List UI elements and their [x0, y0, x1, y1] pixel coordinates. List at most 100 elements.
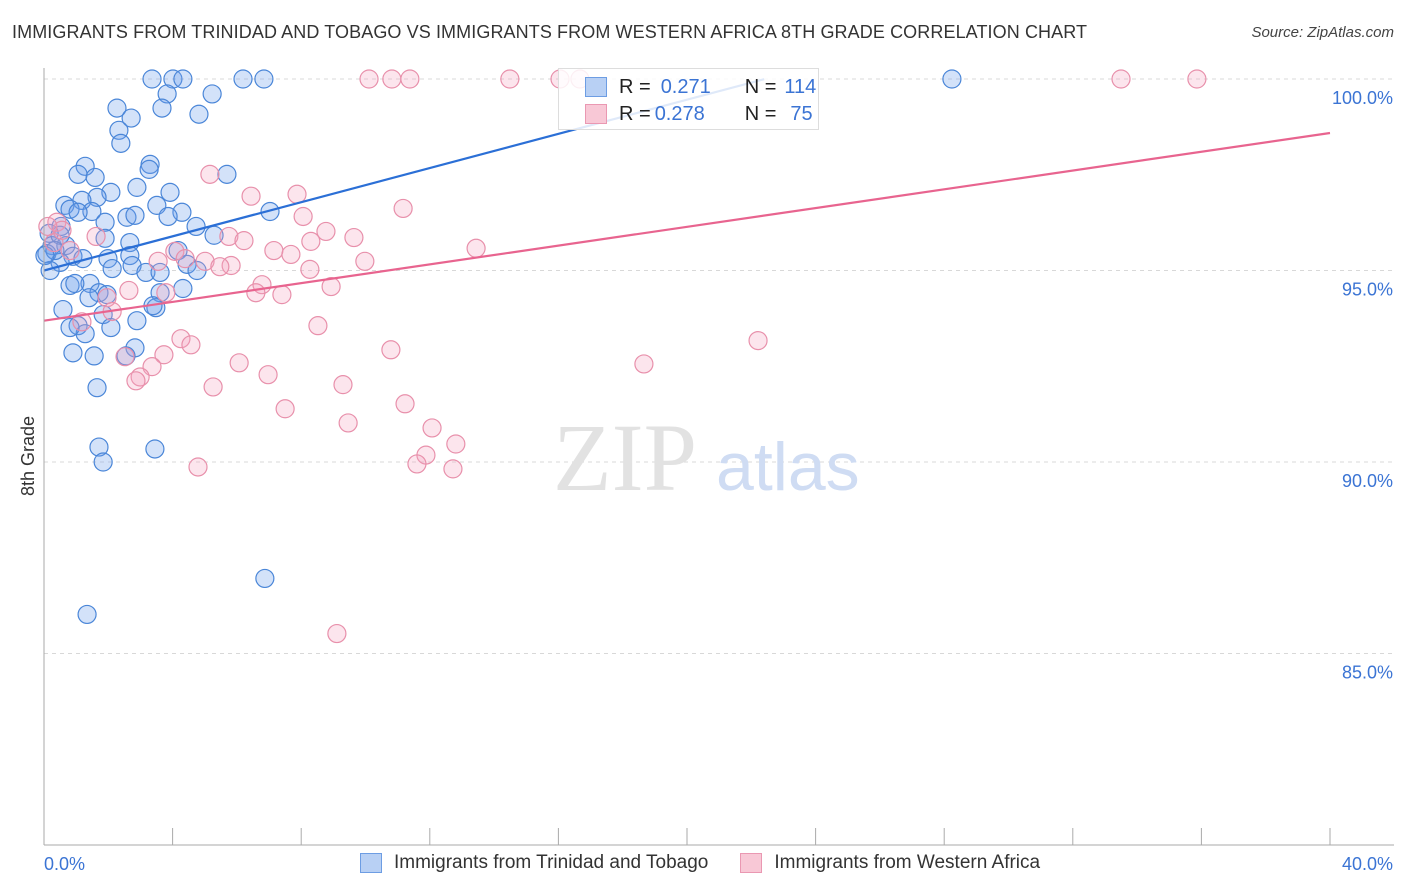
- western-africa-point: [446, 434, 466, 454]
- trinidad-point: [65, 273, 85, 294]
- western-africa-point: [316, 221, 336, 242]
- trinidad-point: [107, 98, 127, 118]
- trinidad-point: [233, 69, 253, 89]
- chart-title: IMMIGRANTS FROM TRINIDAD AND TOBAGO VS I…: [12, 22, 1088, 42]
- western-africa-point: [748, 330, 768, 351]
- trinidad-point: [157, 84, 177, 104]
- legend-n-label: N =: [744, 75, 777, 98]
- trinidad-point: [35, 245, 55, 266]
- legend-row-western-africa: R = 0.278 N = 75: [585, 102, 813, 126]
- legend-item-western-africa[interactable]: Immigrants from Western Africa: [740, 852, 1040, 874]
- trinidad-point: [139, 159, 159, 179]
- western-africa-point: [395, 394, 415, 414]
- trinidad-point: [101, 317, 121, 338]
- western-africa-point: [264, 240, 284, 261]
- western-africa-point: [195, 251, 215, 271]
- western-africa-point: [1187, 69, 1207, 89]
- trinidad-point: [189, 104, 209, 124]
- western-africa-point: [272, 285, 292, 305]
- y-tick-label: 95.0%: [1342, 280, 1393, 300]
- western-africa-point: [52, 220, 72, 240]
- trinidad-point: [87, 378, 107, 398]
- western-africa-point: [308, 316, 328, 336]
- western-africa-point: [171, 329, 191, 349]
- western-africa-point: [154, 345, 174, 365]
- trinidad-point: [158, 206, 178, 227]
- western-africa-point: [382, 69, 402, 89]
- trinidad-point: [121, 108, 141, 128]
- x-tick-label: 0.0%: [44, 854, 85, 874]
- legend-label: Immigrants from Trinidad and Tobago: [394, 852, 709, 873]
- trinidad-point: [127, 177, 147, 197]
- western-africa-point: [175, 249, 195, 269]
- western-africa-point: [327, 623, 347, 644]
- trinidad-point: [87, 187, 107, 207]
- western-africa-point: [422, 418, 442, 438]
- western-africa-point: [219, 226, 239, 247]
- trinidad-point: [142, 69, 162, 89]
- western-africa-point: [156, 283, 176, 303]
- trinidad-point: [60, 317, 80, 338]
- series-legend: Immigrants from Trinidad and Tobago Immi…: [360, 852, 1072, 874]
- western-africa-point: [258, 365, 278, 385]
- trinidad-point: [45, 240, 65, 261]
- legend-swatch-blue: [585, 77, 607, 97]
- watermark-atlas: atlas: [716, 429, 860, 505]
- western-africa-point: [60, 240, 80, 261]
- trinidad-point: [127, 311, 147, 331]
- western-africa-point: [344, 227, 364, 248]
- legend: R = 0.271 N = 114 R = 0.278 N = 75: [558, 68, 819, 130]
- western-africa-point: [293, 206, 313, 227]
- western-africa-point: [634, 354, 654, 374]
- legend-n-value: 75: [790, 102, 813, 125]
- trinidad-point: [254, 69, 274, 89]
- trinidad-point: [163, 69, 183, 89]
- trinidad-point: [95, 212, 115, 232]
- legend-label: Immigrants from Western Africa: [774, 852, 1041, 873]
- legend-n-value: 114: [784, 75, 817, 98]
- western-africa-point: [165, 241, 185, 261]
- legend-r-label: R =: [619, 75, 651, 98]
- trinidad-point: [160, 182, 180, 202]
- trinidad-point: [82, 201, 102, 222]
- y-tick-label: 85.0%: [1342, 663, 1393, 683]
- western-africa-point: [300, 259, 320, 279]
- western-africa-point: [210, 257, 230, 277]
- y-tick-label: 90.0%: [1342, 471, 1393, 491]
- trinidad-point: [68, 202, 88, 222]
- western-africa-point: [381, 340, 401, 360]
- trinidad-point: [202, 84, 222, 104]
- trinidad-point: [125, 205, 145, 225]
- western-africa-point: [241, 186, 261, 206]
- legend-n-label: N =: [744, 102, 777, 125]
- legend-item-trinidad[interactable]: Immigrants from Trinidad and Tobago: [360, 852, 708, 874]
- western-africa-point: [333, 375, 353, 395]
- western-africa-point: [275, 399, 295, 419]
- trinidad-point: [79, 288, 99, 308]
- western-africa-point: [393, 198, 413, 219]
- trinidad-point: [89, 437, 109, 457]
- western-africa-point: [500, 69, 520, 89]
- western-africa-point: [1111, 69, 1131, 89]
- western-africa-point: [338, 413, 358, 433]
- trinidad-point: [77, 604, 97, 625]
- western-africa-point: [203, 377, 223, 397]
- watermark: ZIP atlas: [553, 404, 860, 511]
- legend-row-trinidad: R = 0.271 N = 114: [585, 75, 816, 99]
- western-africa-point: [400, 69, 420, 89]
- western-africa-point: [188, 457, 208, 477]
- western-africa-point: [126, 371, 146, 391]
- trinidad-point: [84, 346, 104, 366]
- trinidad-point: [102, 258, 122, 279]
- western-africa-point: [200, 164, 220, 184]
- legend-swatch-pink: [740, 853, 763, 873]
- trinidad-point: [217, 164, 237, 184]
- legend-swatch-blue: [360, 853, 382, 873]
- western-africa-point: [115, 347, 135, 367]
- western-africa-point: [148, 251, 168, 271]
- western-africa-point: [229, 353, 249, 373]
- western-africa-point: [281, 244, 301, 265]
- trinidad-point: [93, 452, 113, 472]
